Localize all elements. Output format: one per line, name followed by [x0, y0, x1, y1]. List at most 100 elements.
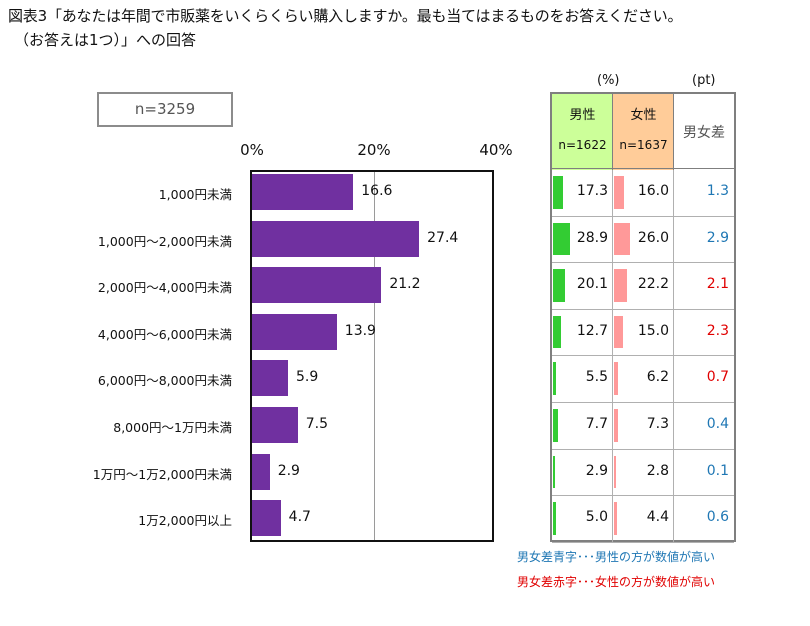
bar	[252, 360, 288, 397]
data-label: 27.4	[427, 229, 459, 246]
category-label: 1万2,000円以上	[138, 513, 232, 529]
table-row-divider	[552, 355, 734, 357]
header-divider	[552, 168, 734, 169]
x-tick-label: 20%	[357, 141, 391, 159]
table-row-divider	[552, 541, 734, 543]
bar	[252, 220, 420, 257]
male-value: 17.3	[576, 183, 608, 199]
male-n-label: n=1622	[558, 138, 607, 152]
female-value: 16.0	[637, 183, 669, 199]
male-mini-bar	[553, 269, 566, 302]
data-label: 5.9	[295, 369, 319, 386]
legend-blue-note: 男女差青字･･･男性の方が数値が高い	[517, 548, 715, 565]
data-label: 2.9	[277, 462, 300, 479]
male-cell	[552, 496, 613, 543]
diff-header-label: 男女差	[683, 125, 725, 141]
x-tick-label: 40%	[479, 141, 513, 159]
female-cell	[613, 170, 674, 217]
female-value: 15.0	[637, 322, 669, 339]
female-cell	[613, 403, 674, 450]
category-label: 6,000円～8,000円未満	[97, 373, 232, 389]
male-header-label: 男性	[569, 108, 596, 123]
diff-value: 0.6	[706, 509, 729, 526]
figure-title-line1: 図表3「あなたは年間で市販薬をいくらくらい購入しますか。最も当てはまるものをお答…	[8, 7, 683, 25]
male-mini-bar	[553, 502, 556, 535]
female-cell	[613, 216, 674, 264]
female-mini-bar	[614, 362, 618, 395]
female-value: 22.2	[637, 276, 669, 293]
female-value: 6.2	[646, 369, 669, 386]
male-value: 2.9	[585, 462, 608, 479]
gender-comparison-table	[550, 92, 736, 542]
female-cell	[613, 356, 674, 403]
data-label: 7.5	[305, 416, 329, 432]
unit-pt-label: (pt)	[692, 73, 716, 88]
data-label: 4.7	[288, 509, 311, 526]
diff-value: 0.1	[706, 462, 729, 479]
diff-value: 1.3	[706, 183, 729, 199]
category-label: 8,000円～1万円未満	[113, 420, 232, 435]
sample-size-box: n=3259	[97, 92, 233, 127]
female-value: 2.8	[646, 462, 669, 479]
table-row-divider	[552, 215, 734, 217]
category-label: 4,000円～6,000円未満	[97, 326, 232, 342]
female-mini-bar	[614, 502, 617, 535]
male-value: 5.5	[585, 369, 608, 386]
male-mini-bar	[553, 176, 564, 209]
female-value: 7.3	[646, 416, 669, 432]
diff-value: 2.1	[706, 276, 729, 293]
x-tick-label: 0%	[240, 141, 264, 159]
category-label: 1,000円未満	[158, 187, 232, 202]
male-value: 12.7	[576, 322, 608, 339]
male-value: 28.9	[576, 229, 608, 246]
male-header-cell	[552, 94, 613, 170]
plot-area	[250, 170, 494, 542]
male-cell	[552, 170, 613, 217]
female-mini-bar	[614, 409, 619, 442]
male-mini-bar	[553, 409, 558, 442]
diff-value: 0.4	[706, 416, 729, 432]
bar	[252, 453, 270, 490]
male-mini-bar	[553, 315, 561, 349]
data-label: 21.2	[389, 276, 421, 293]
table-row-divider	[552, 402, 734, 403]
male-cell	[552, 449, 613, 497]
female-cell	[613, 263, 674, 310]
female-cell	[613, 449, 674, 497]
diff-value: 0.7	[706, 369, 729, 386]
female-mini-bar	[614, 176, 624, 209]
male-cell	[552, 216, 613, 264]
male-mini-bar	[553, 362, 557, 395]
category-label: 2,000円～4,000円未満	[97, 280, 232, 296]
male-mini-bar	[553, 222, 571, 256]
category-label: 1,000円～2,000円未満	[97, 233, 232, 249]
male-value: 7.7	[585, 416, 608, 432]
bar	[252, 407, 298, 443]
bar	[252, 313, 337, 350]
female-header-cell	[613, 94, 674, 170]
diff-value: 2.3	[706, 322, 729, 339]
diff-value: 2.9	[706, 229, 729, 246]
data-label: 16.6	[361, 183, 393, 199]
table-row-divider	[552, 262, 734, 264]
red-note-text: 男女差赤字･･･女性の方が数値が高い	[517, 575, 716, 589]
female-cell	[613, 309, 674, 357]
unit-percent-label: (%)	[597, 73, 620, 88]
bar	[252, 267, 382, 304]
female-value: 26.0	[637, 229, 669, 246]
blue-note-text: 男女差青字･･･男性の方が数値が高い	[517, 550, 716, 564]
female-header-label: 女性	[630, 108, 657, 123]
female-cell	[613, 496, 674, 543]
female-value: 4.4	[646, 509, 669, 526]
male-value: 5.0	[585, 509, 608, 526]
table-row-divider	[552, 495, 734, 497]
bar	[252, 174, 354, 210]
female-mini-bar	[614, 269, 628, 302]
female-mini-bar	[614, 222, 630, 256]
male-cell	[552, 263, 613, 310]
male-value: 20.1	[576, 276, 608, 293]
male-cell	[552, 309, 613, 357]
gridline-20	[374, 172, 375, 540]
male-cell	[552, 356, 613, 403]
female-mini-bar	[614, 315, 623, 349]
